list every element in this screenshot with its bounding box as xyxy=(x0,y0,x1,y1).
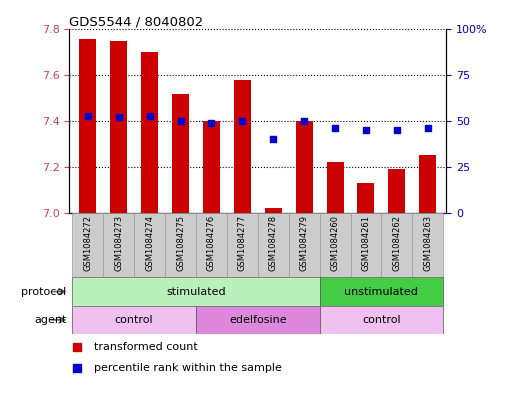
Bar xyxy=(234,80,251,213)
Bar xyxy=(172,94,189,213)
Text: protocol: protocol xyxy=(22,286,67,297)
Text: control: control xyxy=(362,315,401,325)
Bar xyxy=(227,213,258,277)
Text: unstimulated: unstimulated xyxy=(344,286,418,297)
Bar xyxy=(141,52,158,213)
Bar xyxy=(289,213,320,277)
Point xyxy=(84,112,92,119)
Bar xyxy=(381,213,412,277)
Point xyxy=(207,120,215,126)
Text: percentile rank within the sample: percentile rank within the sample xyxy=(94,363,282,373)
Bar xyxy=(350,213,381,277)
Bar xyxy=(265,208,282,213)
Bar xyxy=(320,213,350,277)
Text: GSM1084276: GSM1084276 xyxy=(207,215,216,271)
Point xyxy=(269,136,278,143)
Bar xyxy=(258,213,289,277)
Text: GSM1084279: GSM1084279 xyxy=(300,215,309,270)
Point xyxy=(176,118,185,124)
Bar xyxy=(320,306,443,334)
Bar xyxy=(320,277,443,306)
Text: GSM1084277: GSM1084277 xyxy=(238,215,247,271)
Text: stimulated: stimulated xyxy=(166,286,226,297)
Bar xyxy=(72,213,103,277)
Text: agent: agent xyxy=(34,315,67,325)
Text: GSM1084273: GSM1084273 xyxy=(114,215,123,271)
Bar xyxy=(134,213,165,277)
Bar xyxy=(412,213,443,277)
Text: control: control xyxy=(115,315,153,325)
Point xyxy=(238,118,246,124)
Bar xyxy=(419,155,436,213)
Text: GSM1084272: GSM1084272 xyxy=(83,215,92,270)
Text: GSM1084260: GSM1084260 xyxy=(330,215,340,270)
Text: GSM1084274: GSM1084274 xyxy=(145,215,154,270)
Bar xyxy=(203,121,220,213)
Point xyxy=(393,127,401,133)
Point xyxy=(424,125,432,132)
Bar xyxy=(80,39,96,213)
Point xyxy=(362,127,370,133)
Text: GSM1084275: GSM1084275 xyxy=(176,215,185,270)
Text: edelfosine: edelfosine xyxy=(229,315,287,325)
Bar xyxy=(388,169,405,213)
Text: GSM1084263: GSM1084263 xyxy=(423,215,432,271)
Text: GSM1084262: GSM1084262 xyxy=(392,215,401,270)
Bar xyxy=(295,121,312,213)
Point xyxy=(146,112,154,119)
Bar xyxy=(72,277,320,306)
Point xyxy=(300,118,308,124)
Bar xyxy=(103,213,134,277)
Point xyxy=(331,125,339,132)
Bar xyxy=(358,183,374,213)
Bar xyxy=(165,213,196,277)
Bar xyxy=(196,306,320,334)
Point xyxy=(114,114,123,121)
Bar xyxy=(327,162,344,213)
Text: GDS5544 / 8040802: GDS5544 / 8040802 xyxy=(69,15,204,28)
Bar xyxy=(72,306,196,334)
Text: GSM1084278: GSM1084278 xyxy=(269,215,278,271)
Bar xyxy=(196,213,227,277)
Text: transformed count: transformed count xyxy=(94,342,198,352)
Text: GSM1084261: GSM1084261 xyxy=(362,215,370,270)
Bar xyxy=(110,41,127,213)
